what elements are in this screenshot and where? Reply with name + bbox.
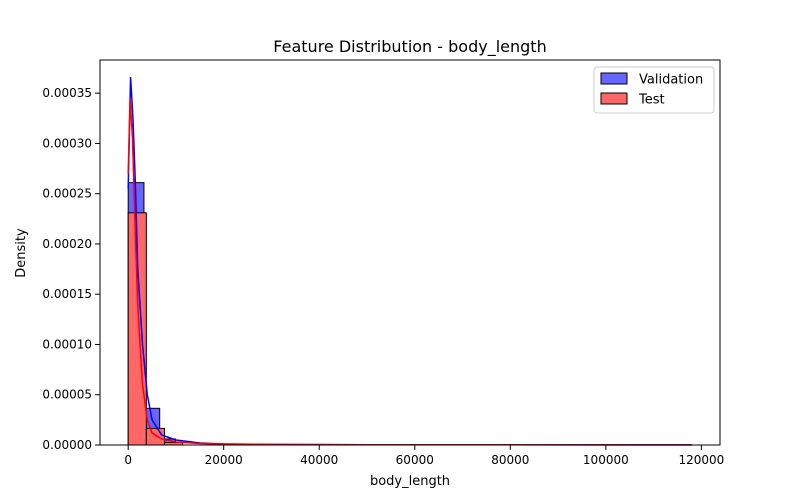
plot-area: 0 20000 40000 60000 80000 100000 120000 0.00000… xyxy=(42,77,724,467)
plot-frame xyxy=(99,59,721,446)
y-tick-label: 0.00025 xyxy=(42,187,92,201)
y-tick-label: 0.00010 xyxy=(42,337,92,351)
y-tick-label: 0.00030 xyxy=(42,136,92,150)
y-tick-label: 0.00015 xyxy=(42,287,92,301)
y-tick-label: 0.00005 xyxy=(42,388,92,402)
y-tick-label: 0.00020 xyxy=(42,237,92,251)
x-tick-label: 60000 xyxy=(396,453,434,467)
y-tick-label: 0.00000 xyxy=(42,438,92,452)
x-tick-label: 100000 xyxy=(583,453,629,467)
legend-label-validation: Validation xyxy=(639,73,703,88)
chart-title: Feature Distribution - body_length xyxy=(273,37,546,57)
legend-label-test: Test xyxy=(638,93,665,108)
legend-swatch-test xyxy=(600,92,628,105)
y-tick-label: 0.00035 xyxy=(42,86,92,100)
x-tick-label: 0 xyxy=(124,453,132,467)
legend: Validation Test xyxy=(593,66,715,114)
x-tick-label: 20000 xyxy=(205,453,243,467)
x-tick-label: 80000 xyxy=(491,453,529,467)
legend-swatch-validation xyxy=(600,72,628,85)
y-axis-label: Density xyxy=(14,228,29,278)
x-tick-label: 40000 xyxy=(300,453,338,467)
x-axis-label: body_length xyxy=(370,474,450,489)
hist-bar-test-1 xyxy=(145,427,165,446)
x-tick-label: 120000 xyxy=(678,453,724,467)
